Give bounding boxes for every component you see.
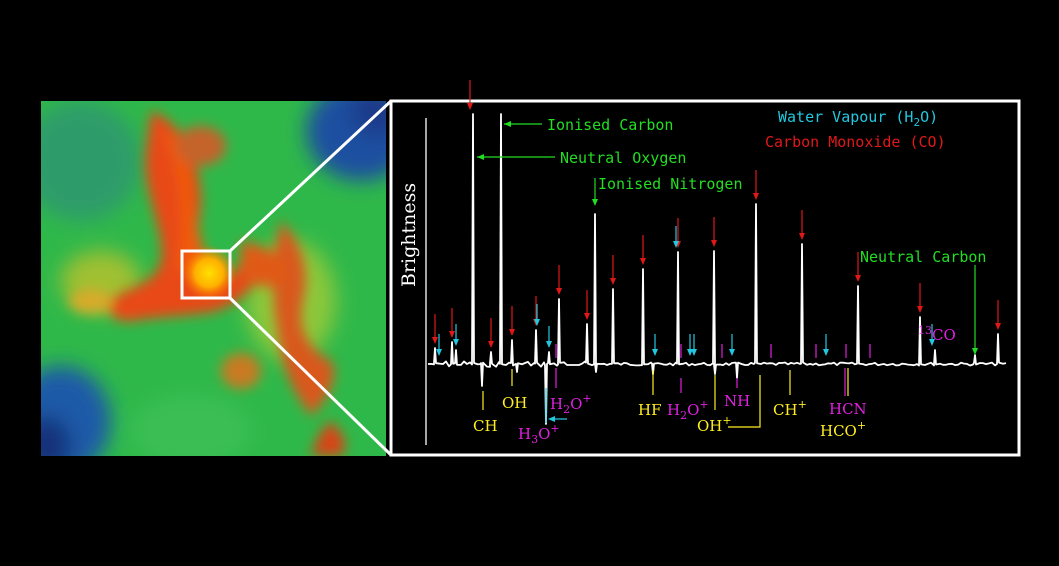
- co-arrow-head: [995, 323, 1001, 330]
- water-arrow-head: [546, 341, 552, 348]
- label-h2o-plus-2: H2O+: [667, 398, 709, 422]
- water-arrow-head: [673, 241, 679, 248]
- co-arrow-head: [488, 341, 494, 348]
- label-neutral-oxygen: Neutral Oxygen: [560, 149, 686, 167]
- label-ionised-nitrogen: Ionised Nitrogen: [598, 175, 743, 193]
- label-oh-plus: OH+: [697, 414, 732, 435]
- spectrum-frame: [389, 99, 1021, 457]
- label-hf: HF: [638, 401, 662, 419]
- water-arrow-head: [534, 319, 540, 326]
- co-arrow-head: [467, 103, 473, 110]
- zoom-connector-bottom: [228, 296, 393, 457]
- label-ch: CH: [473, 417, 498, 435]
- label-ch-plus: CH+: [773, 398, 807, 419]
- label-neutral-carbon: Neutral Carbon: [860, 248, 986, 266]
- water-arrow-head: [929, 339, 935, 346]
- zoom-box: [180, 249, 232, 300]
- co-arrow-head: [556, 288, 562, 295]
- water-arrow-head: [687, 349, 693, 356]
- label-h3o-plus: H3O+: [518, 422, 560, 446]
- water-arrow-head: [652, 349, 658, 356]
- label-h2o-plus-1: H2O+: [550, 392, 592, 416]
- co-arrow-head: [449, 331, 455, 338]
- molecule-tick-markers: [555, 344, 871, 358]
- co-arrow-head: [855, 275, 861, 282]
- co-arrow-head: [509, 329, 515, 336]
- co-arrow-head: [432, 337, 438, 344]
- co-arrow-head: [917, 306, 923, 313]
- label-ionised-carbon: Ionised Carbon: [547, 116, 673, 134]
- y-axis-label: Brightness: [398, 183, 420, 287]
- co-arrow-head: [753, 193, 759, 200]
- co-arrow-head: [584, 313, 590, 320]
- water-arrow-head: [453, 339, 459, 346]
- atomic-line-labels: Ionised Carbon Neutral Oxygen Ionised Ni…: [477, 116, 986, 355]
- legend-water: Water Vapour (H2O): [778, 108, 938, 129]
- spectrum-trace: [427, 113, 1007, 425]
- water-arrow-markers: [436, 226, 935, 356]
- co-arrow-head: [640, 258, 646, 265]
- co-arrow-head: [711, 240, 717, 247]
- label-oh: OH: [502, 394, 527, 412]
- label-hcn: HCN: [829, 400, 867, 418]
- label-hco-plus: HCO+: [820, 419, 866, 440]
- label-13co: 13CO: [918, 324, 956, 344]
- co-arrow-head: [799, 233, 805, 240]
- molecule-labels: CH OH H2O+ H3O+ HF H2O+ OH+ NH CH+ HCN H…: [473, 324, 956, 446]
- co-arrow-head: [610, 278, 616, 285]
- water-arrow-head: [729, 349, 735, 356]
- label-nh: NH: [724, 392, 750, 410]
- water-arrow-head: [691, 349, 697, 356]
- co-arrow-markers: [432, 80, 1001, 348]
- legend-co: Carbon Monoxide (CO): [765, 133, 946, 151]
- water-arrow-head: [823, 349, 829, 356]
- zoom-connector-top: [228, 99, 393, 253]
- water-arrow-head: [436, 349, 442, 356]
